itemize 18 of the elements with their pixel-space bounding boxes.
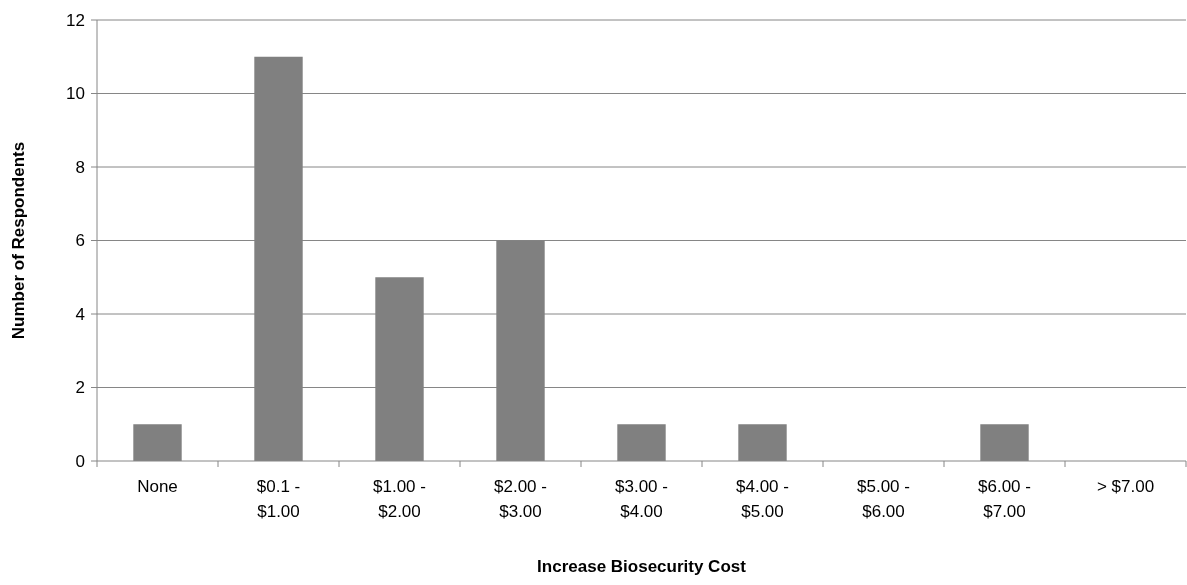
y-tick-label: 0 [75,451,85,471]
y-tick-label: 10 [66,84,85,104]
x-tick-label: $1.00 - $2.00 [373,477,426,521]
x-axis-title: Increase Biosecurity Cost [537,557,747,576]
y-tick-label: 6 [75,231,85,251]
y-tick-label: 12 [66,10,85,30]
x-tick-label: $0.1 - $1.00 [256,477,301,521]
x-tick-label: > $7.00 [1096,477,1155,496]
y-tick-label: 4 [75,304,85,324]
y-tick-label: 2 [75,378,85,398]
y-axis-title: Number of Respondents [9,141,28,340]
x-tick-label: $6.00 - $7.00 [978,477,1031,521]
x-tick-label: $3.00 - $4.00 [615,477,668,521]
y-tick-label: 8 [75,157,85,177]
x-tick-label: None [137,477,178,496]
x-tick-label: $5.00 - $6.00 [857,477,910,521]
x-tick-label: $4.00 - $5.00 [736,477,789,521]
x-tick-label: $2.00 - $3.00 [494,477,547,521]
